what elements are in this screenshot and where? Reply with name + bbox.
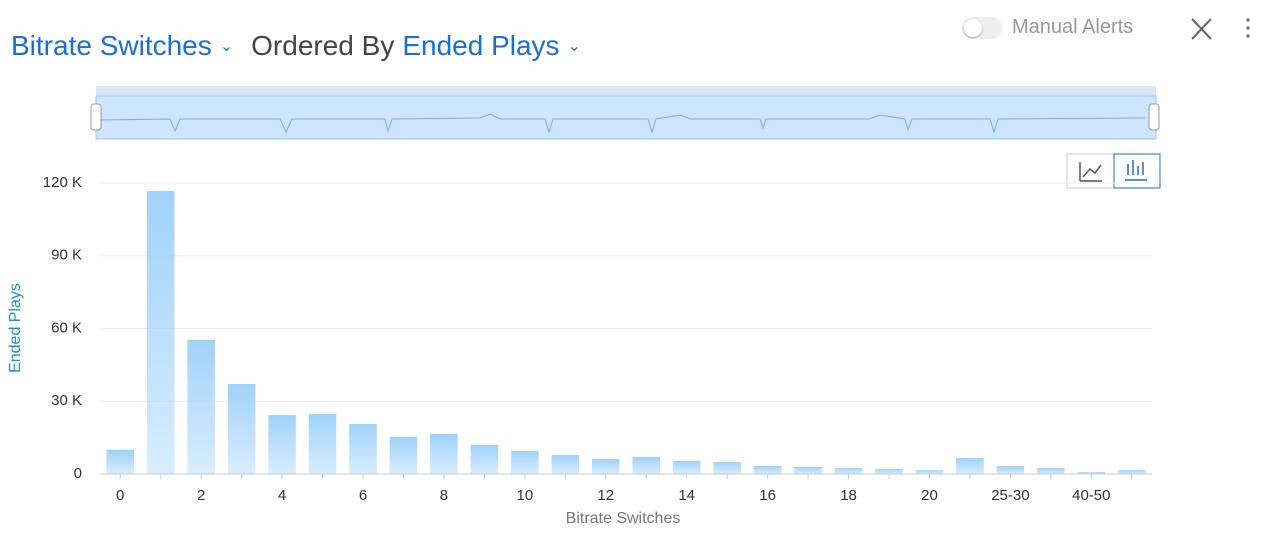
x-tick-label: 0 [116,487,124,504]
bar [592,458,620,474]
bar [713,462,741,474]
bar [187,339,215,474]
connector: Ordered By [251,30,395,61]
bar [511,450,539,474]
bar [268,415,296,474]
bar [227,384,256,474]
chevron[interactable]: ⌄ [219,38,234,55]
chart-type-switch[interactable] [1066,153,1161,189]
x-tick-label: 8 [440,487,448,504]
x-axis-label: Bitrate Switches [566,510,681,527]
toggle-label: Manual Alerts [1012,16,1134,38]
bar [915,470,944,474]
x-tick-label: 18 [840,487,857,504]
bar [146,191,175,474]
x-tick-label: 2 [197,487,205,504]
y-tick-label: 90 K [51,247,82,264]
header: Bitrate Switches ⌄ Ordered By Ended Plays… [11,30,585,62]
x-tick-label: 6 [359,487,367,504]
bar [996,465,1025,474]
bar [349,424,377,474]
x-tick-label: 14 [678,487,695,504]
bar [875,468,903,474]
bar [753,465,782,474]
bar [308,414,337,474]
bar [956,457,984,474]
chevron[interactable]: ⌄ [567,38,581,55]
y-tick-label: 60 K [51,319,82,336]
bar [1037,467,1065,474]
bar [834,467,863,474]
bar [1077,472,1106,474]
bar [470,444,499,474]
navigator[interactable] [90,86,1160,140]
bar [389,436,418,474]
y-axis-label: Ended Plays [7,283,24,373]
x-tick-label: 16 [759,487,776,504]
y-tick-label: 120 K [43,174,82,191]
x-tick-label: 10 [517,487,534,504]
bar [672,460,701,474]
bar [632,457,660,474]
bar [430,433,458,474]
y-tick-label: 0 [74,465,82,482]
close-button[interactable] [1191,18,1212,40]
switch[interactable] [962,16,1002,39]
x-tick-label: 40-50 [1072,487,1110,504]
bar [106,449,134,474]
bar [794,466,822,474]
metric-select[interactable]: Bitrate Switches [11,30,212,61]
order-select[interactable]: Ended Plays [402,30,560,61]
bar [1118,470,1146,474]
menu-button[interactable] [1246,18,1250,38]
bar [551,455,580,474]
y-tick-label: 30 K [51,392,82,409]
x-tick-label: 4 [278,487,286,504]
alerts-toggle[interactable]: Manual Alerts [962,16,1133,39]
x-tick-label: 12 [597,487,614,504]
x-tick-label: 25-30 [991,487,1029,504]
x-tick-label: 20 [921,487,938,504]
